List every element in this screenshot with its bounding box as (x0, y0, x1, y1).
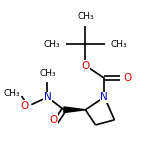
Text: N: N (44, 92, 51, 102)
Text: N: N (100, 92, 108, 102)
Text: CH₃: CH₃ (3, 89, 20, 98)
Text: CH₃: CH₃ (44, 40, 60, 49)
Text: CH₃: CH₃ (77, 12, 94, 21)
Text: CH₃: CH₃ (39, 69, 56, 78)
Text: O: O (81, 60, 90, 70)
Polygon shape (64, 107, 85, 112)
Text: O: O (123, 73, 132, 83)
Text: O: O (20, 101, 28, 111)
Text: O: O (50, 115, 58, 125)
Text: CH₃: CH₃ (111, 40, 127, 49)
